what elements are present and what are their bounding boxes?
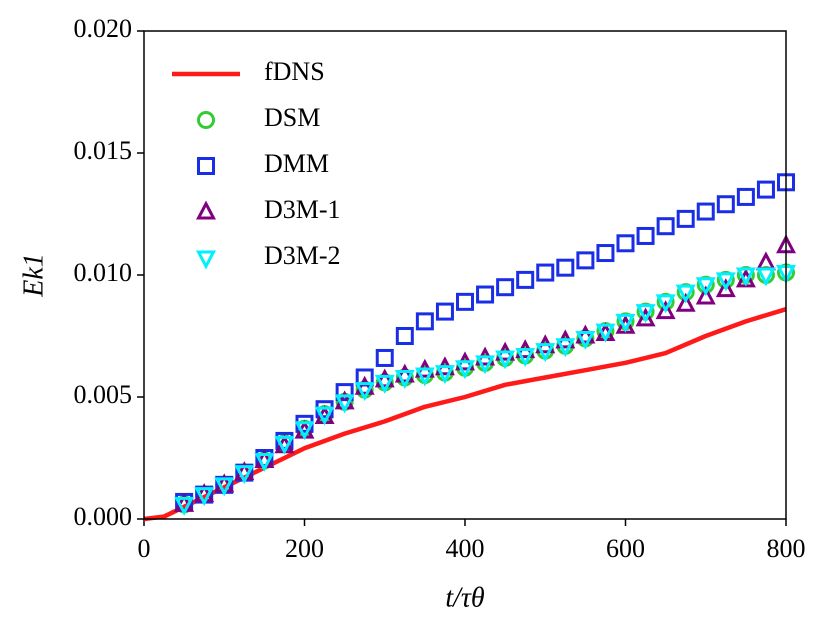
data-marker	[395, 327, 414, 345]
data-marker	[394, 369, 415, 389]
data-marker	[716, 195, 735, 214]
data-marker	[675, 284, 696, 304]
y-tick-label: 0.005	[74, 380, 133, 409]
data-marker	[736, 187, 755, 206]
data-marker	[434, 365, 455, 385]
data-marker	[194, 487, 215, 507]
data-marker	[595, 323, 616, 343]
x-tick-label: 800	[767, 534, 806, 563]
data-marker	[334, 394, 355, 414]
data-marker	[575, 330, 596, 350]
legend-label: fDNS	[264, 57, 325, 86]
data-marker	[735, 267, 756, 287]
legend-label: D3M-1	[264, 195, 341, 224]
data-marker	[636, 226, 655, 245]
legend-swatch	[196, 250, 216, 270]
data-marker	[374, 374, 395, 394]
data-marker	[635, 304, 656, 324]
data-marker	[354, 375, 375, 395]
x-tick-label: 600	[606, 534, 645, 563]
legend-swatch	[197, 111, 215, 129]
data-marker	[575, 324, 596, 344]
data-marker	[374, 368, 395, 388]
data-marker	[456, 292, 474, 311]
data-marker	[655, 294, 676, 314]
data-marker	[535, 343, 556, 363]
data-marker	[435, 302, 454, 321]
data-marker	[756, 180, 775, 199]
data-marker	[536, 263, 555, 282]
data-marker	[174, 496, 195, 516]
legend-label: DSM	[264, 103, 320, 132]
data-marker	[214, 477, 235, 497]
data-marker	[695, 277, 716, 297]
data-marker	[616, 234, 635, 253]
x-tick-label: 200	[285, 534, 324, 563]
y-axis-label: Ek1	[18, 253, 49, 298]
data-marker	[676, 209, 695, 228]
data-marker	[394, 363, 415, 383]
data-marker	[715, 272, 736, 292]
legend-label: DMM	[264, 149, 329, 178]
x-tick-label: 0	[138, 534, 151, 563]
data-marker	[294, 421, 315, 441]
data-marker	[375, 348, 394, 367]
data-marker	[495, 350, 516, 370]
y-tick-label: 0.015	[74, 136, 133, 165]
legend-label: D3M-2	[264, 241, 341, 270]
data-marker	[274, 435, 295, 455]
legend-swatch	[196, 200, 216, 220]
data-marker	[555, 338, 576, 358]
data-marker	[695, 285, 716, 305]
x-axis-label: t/τθ	[445, 582, 485, 613]
data-marker	[615, 313, 636, 333]
data-marker	[635, 307, 656, 327]
legend-swatch	[197, 157, 215, 175]
data-marker	[675, 292, 696, 312]
data-marker	[556, 258, 575, 277]
data-marker	[254, 452, 275, 472]
data-marker	[656, 217, 675, 236]
data-marker	[515, 348, 536, 367]
data-marker	[414, 367, 435, 387]
data-marker	[496, 278, 515, 297]
data-marker	[455, 360, 475, 380]
data-marker	[335, 383, 354, 402]
y-tick-label: 0.020	[74, 14, 133, 43]
data-marker	[314, 406, 335, 426]
x-tick-label: 400	[446, 534, 485, 563]
data-marker	[696, 202, 715, 221]
data-marker	[516, 270, 535, 289]
y-tick-label: 0.010	[74, 258, 133, 287]
data-marker	[596, 244, 615, 263]
data-marker	[715, 278, 736, 298]
data-marker	[415, 312, 434, 331]
data-marker	[475, 355, 496, 375]
data-marker	[476, 285, 495, 304]
data-marker	[655, 300, 676, 320]
data-marker	[354, 382, 375, 402]
y-tick-label: 0.000	[74, 502, 133, 531]
data-marker	[576, 251, 595, 270]
data-marker	[234, 465, 255, 485]
plot-frame	[143, 30, 787, 520]
data-marker	[755, 267, 776, 287]
